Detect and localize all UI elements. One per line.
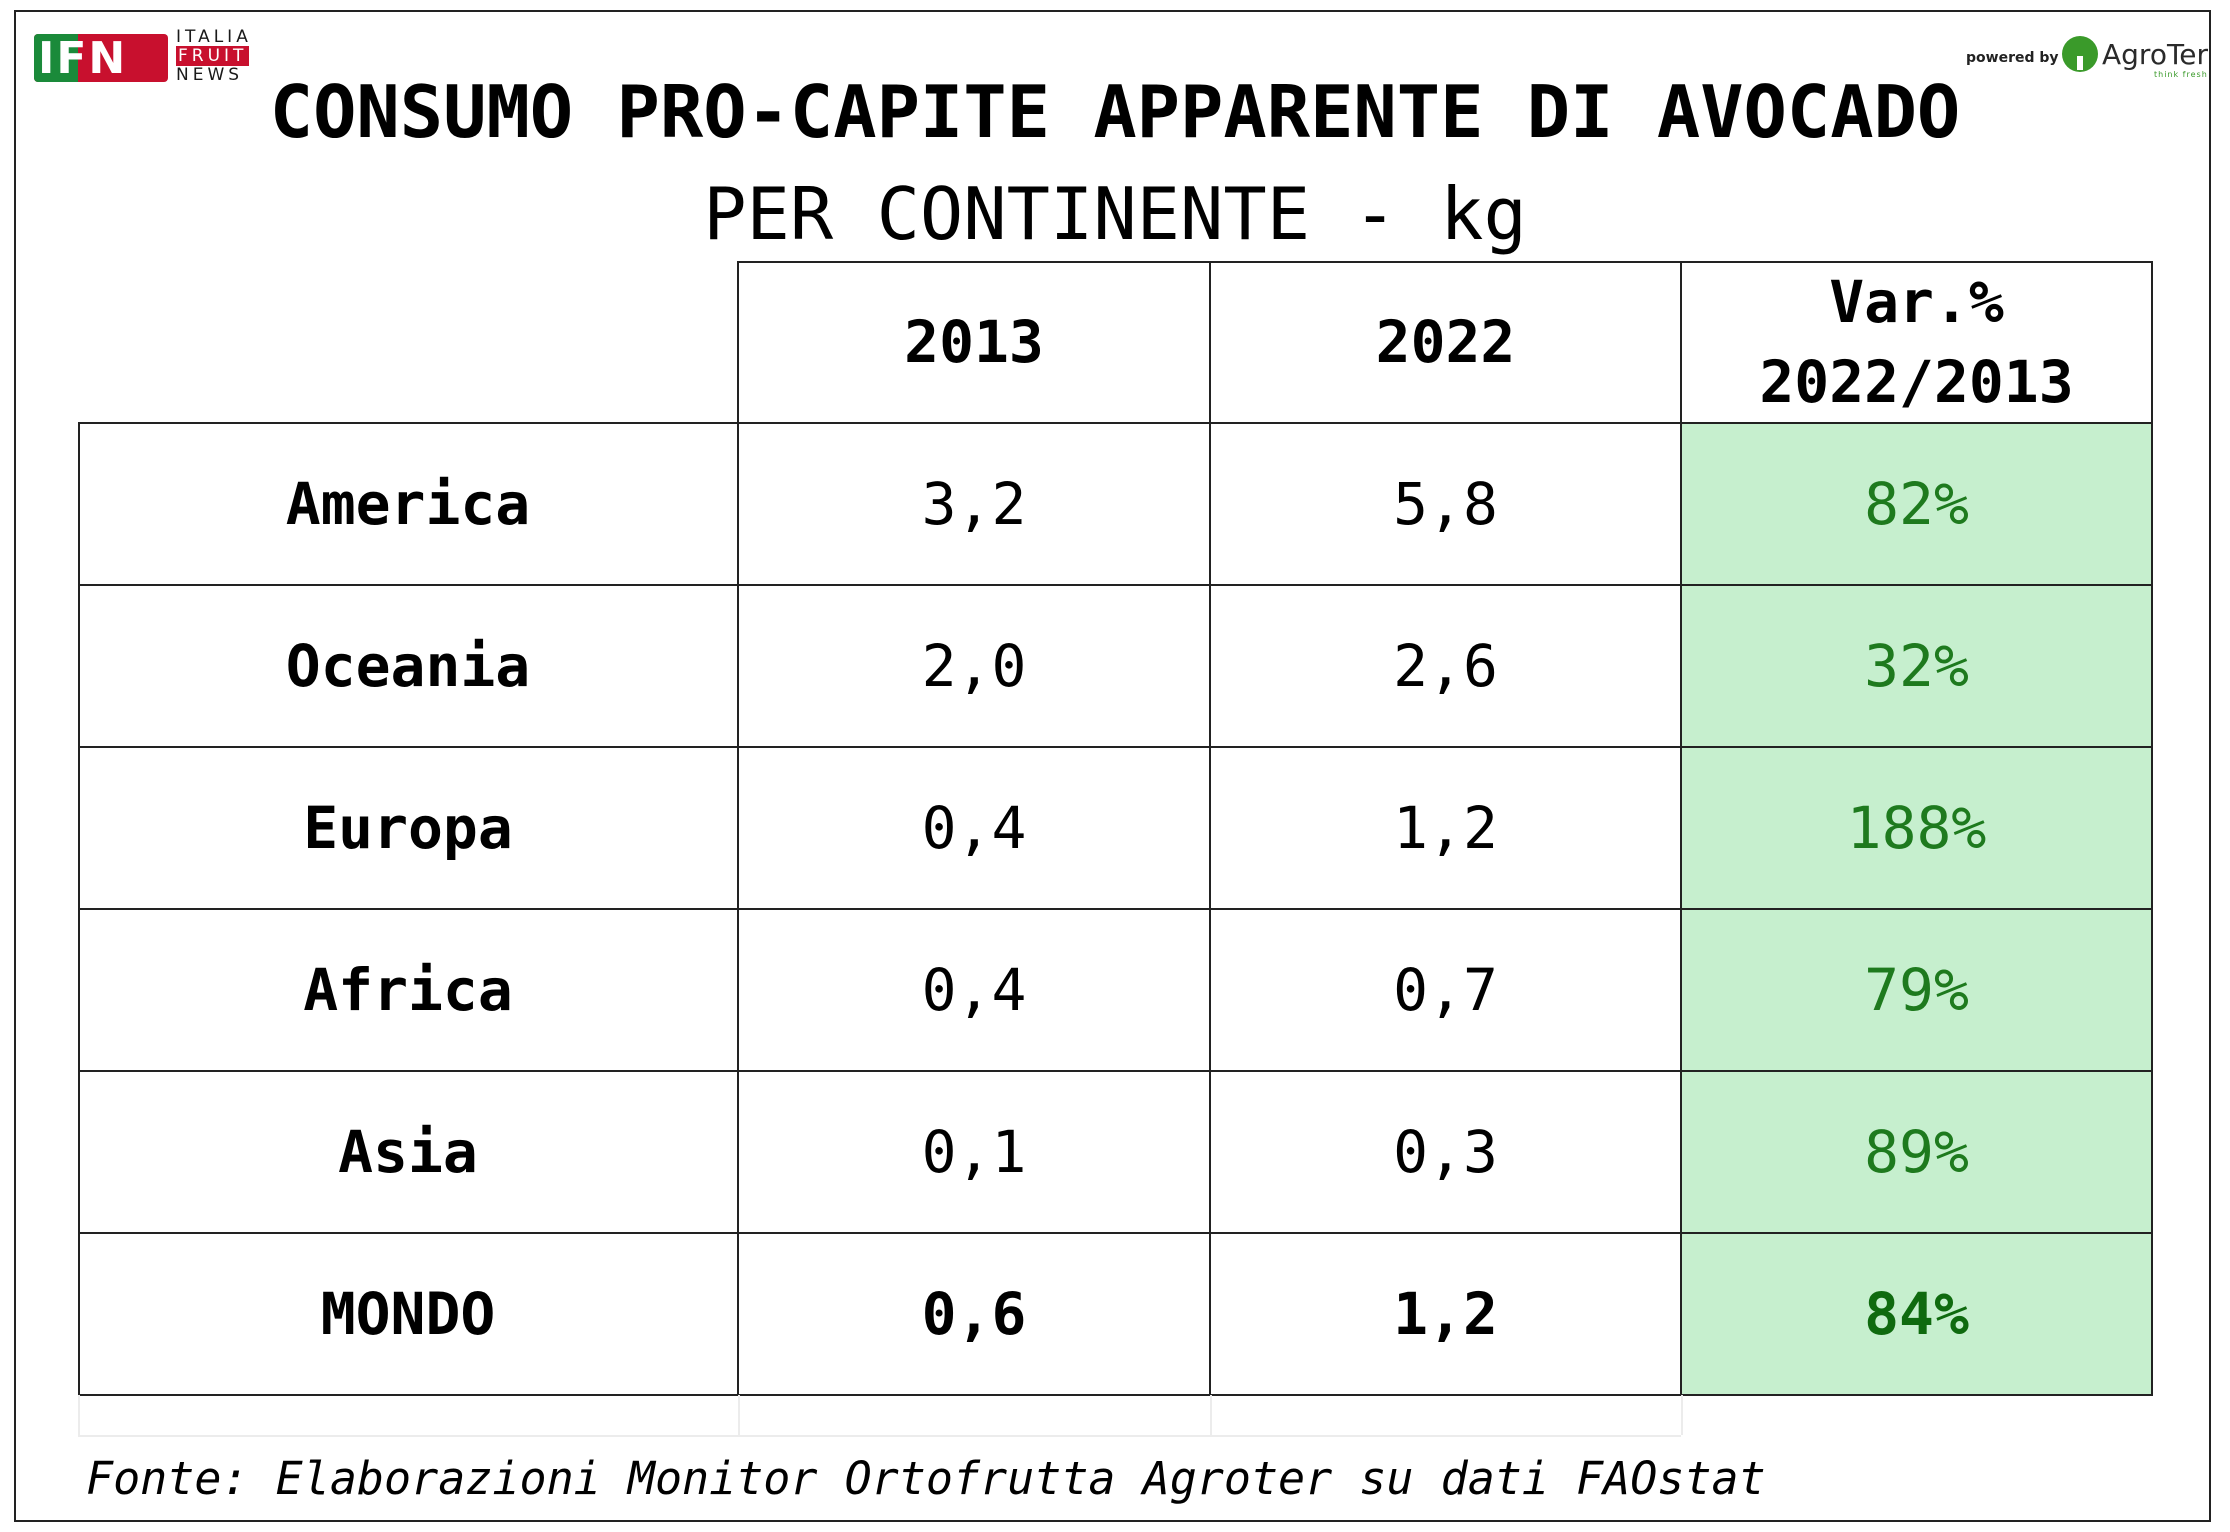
table-border [738,261,2152,263]
empty-row-guide [1210,1395,1212,1435]
value-2022: 5,8 [1393,470,1498,538]
row-label: Africa [303,956,513,1024]
column-divider [1680,261,1682,1396]
variation-cell: 188% [1681,747,2152,909]
column-divider [2151,261,2153,1396]
value-2022: 1,2 [1393,794,1498,862]
variation-cell: 89% [1681,1071,2152,1233]
agroter-logo-name: AgroTer [2102,38,2209,71]
column-header: 2022 [1210,261,1681,423]
row-divider [78,422,2152,424]
variation-cell: 84% [1681,1233,2152,1395]
column-divider [78,422,80,1396]
column-header: 2013 [738,261,1210,423]
empty-row-guide [738,1395,740,1435]
row-divider [78,1232,2152,1234]
column-divider [737,261,739,1396]
source-note: Fonte: Elaborazioni Monitor Ortofrutta A… [86,1452,1766,1505]
data-table: 2013 2022 Var.% 2022/2013 America 3,2 5,8 82% Oc… [78,261,2153,1437]
row-divider [78,746,2152,748]
chart-subtitle: PER CONTINENTE - kg [703,172,1527,256]
variation-cell: 82% [1681,423,2152,585]
ifn-logo-word-1: ITALIA [176,27,252,47]
value-2013: 0,4 [921,794,1027,862]
row-label: Europa [303,794,513,862]
chart-title: CONSUMO PRO-CAPITE APPARENTE DI AVOCADO [269,70,1961,154]
empty-row-guide [78,1395,80,1435]
value-2013: 0,1 [921,1118,1027,1186]
row-divider [78,908,2152,910]
empty-row-guide [78,1435,1681,1437]
ifn-logo-badge [34,34,168,82]
column-header-text: 2022 [1376,302,1516,382]
ifn-logo-letters: IFN [38,33,128,84]
variation-cell: 79% [1681,909,2152,1071]
tree-icon [2062,36,2098,72]
agroter-logo: AgroTer think fresh [2062,34,2212,79]
column-header-line: 2022/2013 [1759,348,2074,416]
ifn-logo-side: ITALIA FRUIT NEWS [176,28,252,85]
row-label: MONDO [320,1280,496,1348]
row-label: Oceania [285,632,531,700]
column-header-text: Var.% 2022/2013 [1759,262,2073,422]
value-2022: 0,3 [1393,1118,1498,1186]
column-header-line: 2022 [1375,308,1516,376]
column-header-line: 2013 [904,308,1044,376]
slide-frame [14,10,2211,1522]
ifn-logo-word-2: FRUIT [176,46,250,66]
value-2022: 1,2 [1393,1280,1498,1348]
empty-row-guide [1681,1395,1683,1435]
value-2013: 0,4 [921,956,1027,1024]
row-divider [78,1070,2152,1072]
ifn-logo-word-3: NEWS [176,65,244,85]
column-divider [1209,261,1211,1396]
ifn-logo: IFN ITALIA FRUIT NEWS [34,28,264,88]
variation-cell: 32% [1681,585,2152,747]
value-2022: 0,7 [1393,956,1498,1024]
row-label: Asia [338,1118,478,1186]
value-2013: 0,6 [921,1280,1027,1348]
column-header-text: 2013 [904,302,1044,382]
row-divider [78,1394,2152,1396]
row-label: America [285,470,531,538]
value-2022: 2,6 [1393,632,1498,700]
powered-by-label: powered by [1966,50,2059,66]
value-2013: 2,0 [921,632,1027,700]
column-header-line: Var.% [1829,268,2004,336]
value-2013: 3,2 [921,470,1027,538]
column-header: Var.% 2022/2013 [1681,261,2152,423]
row-divider [78,584,2152,586]
agroter-logo-tag: think fresh [2154,70,2208,79]
